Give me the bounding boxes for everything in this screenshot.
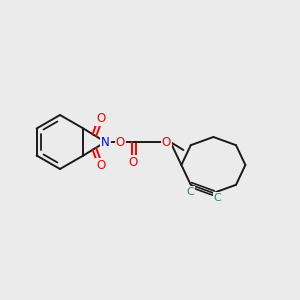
Text: C: C (214, 193, 221, 203)
Text: O: O (96, 112, 106, 125)
Text: C: C (186, 187, 194, 197)
Text: N: N (101, 136, 110, 148)
Text: O: O (162, 136, 171, 148)
Text: O: O (116, 136, 125, 148)
Text: O: O (129, 155, 138, 169)
Text: O: O (96, 159, 106, 172)
